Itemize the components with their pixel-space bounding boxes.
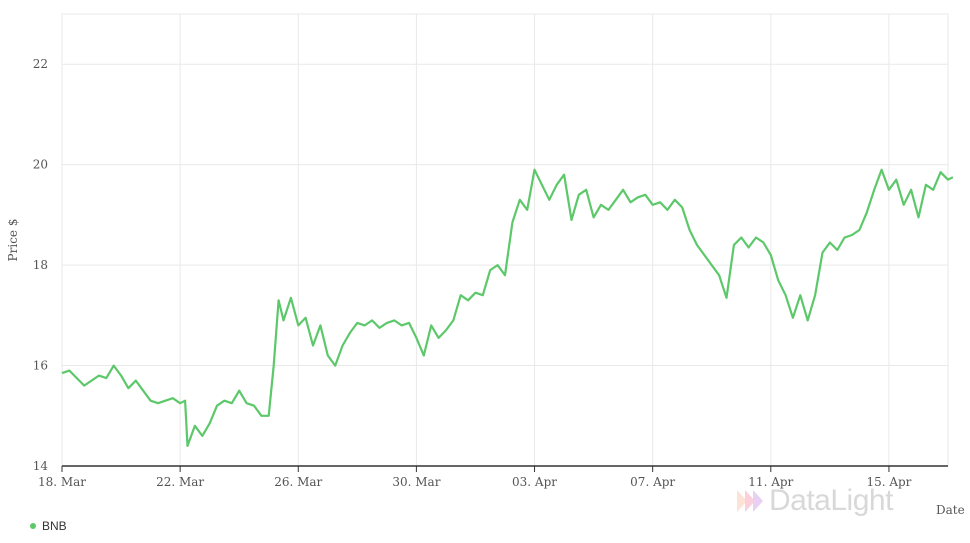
x-tick-label: 30. Mar xyxy=(392,475,440,489)
y-tick-label: 18 xyxy=(33,258,48,272)
watermark-text: DataLight xyxy=(769,484,893,517)
x-tick-label: 26. Mar xyxy=(274,475,322,489)
series-line-bnb[interactable] xyxy=(61,168,954,447)
y-axis-ticks: 14 16 18 20 22 xyxy=(33,57,49,473)
x-axis-title: Date xyxy=(936,503,965,517)
plot-frame xyxy=(61,13,949,467)
legend-marker xyxy=(30,523,36,529)
watermark: DataLight xyxy=(735,484,893,518)
y-tick-label: 16 xyxy=(33,359,48,373)
x-tick-label: 07. Apr xyxy=(630,475,675,489)
legend[interactable]: BNB xyxy=(30,519,67,533)
y-tick-label: 20 xyxy=(33,158,48,172)
x-tick-label: 22. Mar xyxy=(156,475,204,489)
datalight-logo-icon xyxy=(737,490,763,512)
y-tick-label: 14 xyxy=(33,459,49,473)
grid-lines xyxy=(61,13,949,467)
x-axis-ticks: 18. Mar 22. Mar 26. Mar 30. Mar 03. Apr 07. A… xyxy=(38,466,912,489)
legend-label-bnb: BNB xyxy=(42,519,67,533)
x-tick-label: 15. Apr xyxy=(866,475,911,489)
x-tick-label: 03. Apr xyxy=(512,475,557,489)
y-axis-title: Price $ xyxy=(6,219,20,262)
x-tick-label: 11. Apr xyxy=(748,475,793,489)
x-tick-label: 18. Mar xyxy=(38,475,86,489)
y-tick-label: 22 xyxy=(33,57,48,71)
